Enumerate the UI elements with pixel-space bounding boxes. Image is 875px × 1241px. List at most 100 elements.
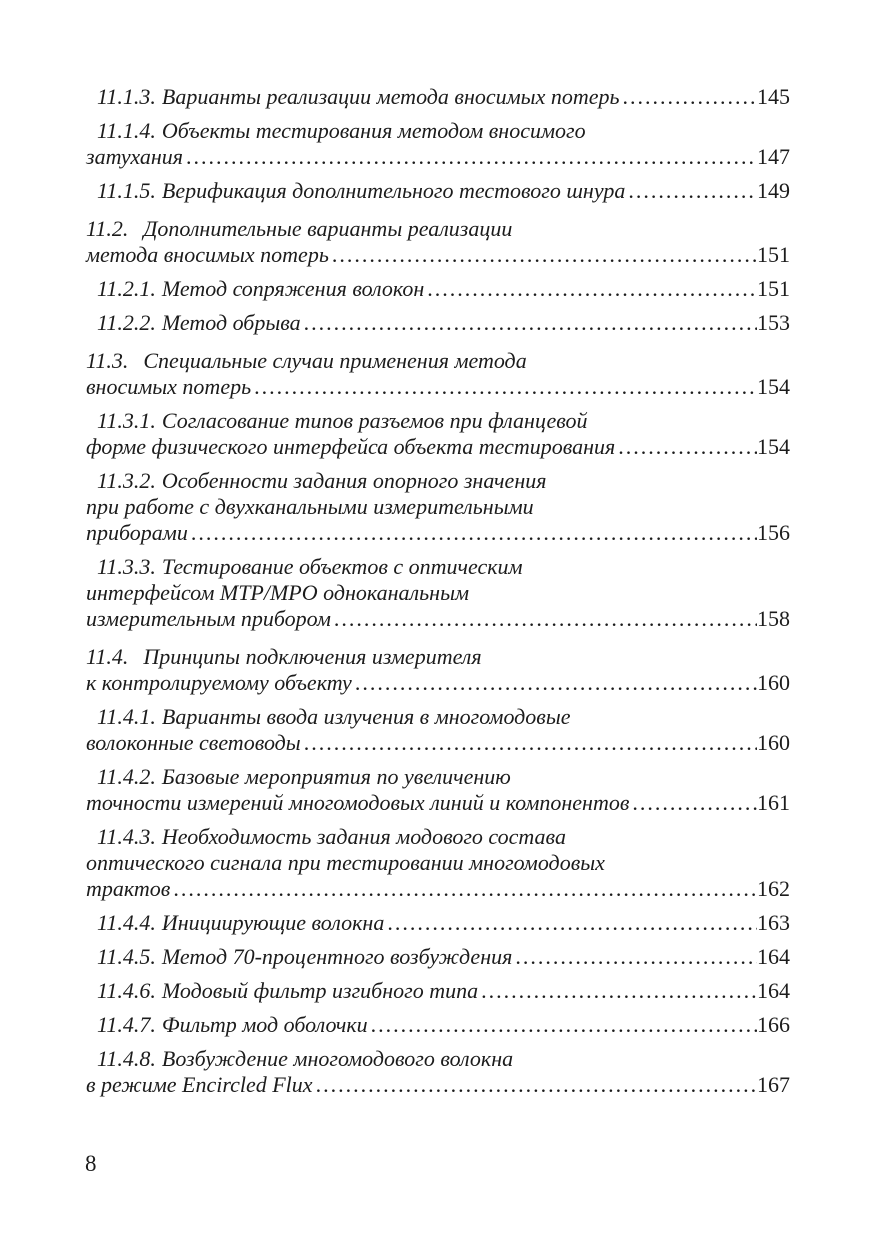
toc-entry-number: 11.2.2. (97, 310, 156, 335)
toc-entry-page: 167 (757, 1072, 790, 1097)
toc-list: 11.1.3. Варианты реализации метода вноси… (86, 84, 790, 1098)
toc-entry-title: Метод обрыва (161, 310, 301, 335)
toc-entry: 11.4.4. Инициирующие волокна 163 (86, 910, 790, 936)
toc-entry-section: 11.2. Дополнительные варианты реализации… (86, 216, 790, 268)
toc-entry-title-continued: при работе с двухканальными измерительны… (86, 494, 534, 519)
toc-entry-line: измерительным прибором 158 (86, 606, 790, 632)
toc-entry-section: 11.4. Принципы подключения измерителя к … (86, 644, 790, 696)
toc-entry-line: 11.4.4. Инициирующие волокна 163 (86, 910, 790, 936)
toc-entry-number: 11.3. (86, 348, 129, 373)
toc-entry-page: 160 (757, 670, 790, 695)
dot-leader (186, 144, 757, 170)
dot-leader (618, 434, 757, 460)
dot-leader (254, 374, 757, 400)
toc-entry-page: 147 (757, 144, 790, 169)
toc-entry-title: Объекты тестирования методом вносимого (161, 118, 586, 143)
toc-entry-line: 11.3.1. Согласование типов разъемов при … (86, 408, 790, 434)
dot-leader (304, 310, 757, 336)
toc-entry-number: 11.4.5. (97, 944, 156, 969)
toc-entry-line: 11.1.4. Объекты тестирования методом вно… (86, 118, 790, 144)
toc-entry-number: 11.3.1. (97, 408, 156, 433)
toc-entry-page: 145 (757, 84, 790, 109)
toc-entry-section: 11.3. Специальные случаи применения мето… (86, 348, 790, 400)
toc-entry-line: 11.2. Дополнительные варианты реализации (86, 216, 790, 242)
toc-entry-line: 11.4.6. Модовый фильтр изгибного типа 16… (86, 978, 790, 1004)
toc-entry-title: Особенности задания опорного значения (161, 468, 547, 493)
toc-entry-page: 151 (757, 242, 790, 267)
toc-entry-line: вносимых потерь 154 (86, 374, 790, 400)
dot-leader (355, 670, 757, 696)
toc-entry-title-continued: интерфейсом MTP/MPO одноканальным (86, 580, 470, 605)
toc-entry-page: 158 (757, 606, 790, 631)
toc-entry-line: 11.4.2. Базовые мероприятия по увеличени… (86, 764, 790, 790)
toc-entry-line: 11.2.1. Метод сопряжения волокон 151 (86, 276, 790, 302)
dot-leader (515, 944, 757, 970)
toc-entry-title-continued: измерительным прибором (86, 606, 331, 631)
toc-entry-page: 161 (757, 790, 790, 815)
toc-entry-title: Варианты реализации метода вносимых поте… (161, 84, 620, 109)
toc-entry-title-continued: метода вносимых потерь (86, 242, 329, 267)
toc-entry-title-continued: форме физического интерфейса объекта тес… (86, 434, 616, 459)
toc-entry-title: Принципы подключения измерителя (143, 644, 482, 669)
toc-entry-title: Метод сопряжения волокон (161, 276, 425, 301)
toc-entry-page: 153 (757, 310, 790, 335)
toc-entry: 11.4.7. Фильтр мод оболочки 166 (86, 1012, 790, 1038)
toc-entry-title: Возбуждение многомодового волокна (161, 1046, 514, 1071)
toc-entry: 11.3.1. Согласование типов разъемов при … (86, 408, 790, 460)
toc-entry-line: форме физического интерфейса объекта тес… (86, 434, 790, 460)
toc-entry: 11.2.2. Метод обрыва 153 (86, 310, 790, 336)
toc-entry-number: 11.4.8. (97, 1046, 156, 1071)
toc-entry-number: 11.3.2. (97, 468, 156, 493)
toc-entry-line: волоконные световоды 160 (86, 730, 790, 756)
toc-entry-number: 11.4.2. (97, 764, 156, 789)
toc-entry-title: Специальные случаи применения метода (143, 348, 527, 373)
toc-entry-line: метода вносимых потерь 151 (86, 242, 790, 268)
toc-entry: 11.2.1. Метод сопряжения волокон 151 (86, 276, 790, 302)
toc-entry: 11.4.3. Необходимость задания модового с… (86, 824, 790, 902)
toc-entry: 11.4.8. Возбуждение многомодового волокн… (86, 1046, 790, 1098)
toc-entry-line: 11.4.7. Фильтр мод оболочки 166 (86, 1012, 790, 1038)
dot-leader (628, 178, 757, 204)
toc-entry: 11.4.1. Варианты ввода излучения в много… (86, 704, 790, 756)
page-number: 8 (85, 1151, 97, 1176)
toc-entry-title-continued: затухания (86, 144, 184, 169)
toc-entry-number: 11.4.3. (97, 824, 156, 849)
dot-leader (481, 978, 757, 1004)
dot-leader (316, 1072, 757, 1098)
toc-entry-page: 151 (757, 276, 790, 301)
toc-entry: 11.4.5. Метод 70-процентного возбуждения… (86, 944, 790, 970)
toc-entry-line: 11.4.3. Необходимость задания модового с… (86, 824, 790, 850)
dot-leader (191, 520, 757, 546)
toc-entry-title: Модовый фильтр изгибного типа (161, 978, 479, 1003)
toc-entry-title: Верификация дополнительного тестового шн… (161, 178, 626, 203)
toc-entry-page: 162 (757, 876, 790, 901)
toc-entry-line: при работе с двухканальными измерительны… (86, 494, 790, 520)
toc-entry-title: Фильтр мод оболочки (161, 1012, 368, 1037)
toc-entry-title: Тестирование объектов с оптическим (161, 554, 523, 579)
toc-entry-title: Согласование типов разъемов при фланцево… (161, 408, 588, 433)
toc-entry-line: 11.4.1. Варианты ввода излучения в много… (86, 704, 790, 730)
toc-entry-page: 154 (757, 434, 790, 459)
toc-entry-title: Метод 70-процентного возбуждения (161, 944, 513, 969)
toc-entry-number: 11.1.5. (97, 178, 156, 203)
toc-entry-page: 166 (757, 1012, 790, 1037)
dot-leader (173, 876, 757, 902)
toc-entry-number: 11.4.6. (97, 978, 156, 1003)
toc-entry-number: 11.1.3. (97, 84, 156, 109)
toc-entry-line: точности измерений многомодовых линий и … (86, 790, 790, 816)
toc-entry-title-continued: точности измерений многомодовых линий и … (86, 790, 630, 815)
toc-entry-title-continued: в режиме Encircled Flux (86, 1072, 313, 1097)
toc-entry-line: оптического сигнала при тестировании мно… (86, 850, 790, 876)
toc-entry-number: 11.4.7. (97, 1012, 156, 1037)
toc-entry-line: 11.4. Принципы подключения измерителя (86, 644, 790, 670)
toc-entry: 11.1.5. Верификация дополнительного тест… (86, 178, 790, 204)
toc-entry-page: 163 (757, 910, 790, 935)
toc-entry-line: 11.1.3. Варианты реализации метода вноси… (86, 84, 790, 110)
toc-entry-title-continued: к контролируемому объекту (86, 670, 352, 695)
toc-entry-page: 154 (757, 374, 790, 399)
toc-entry-line: 11.1.5. Верификация дополнительного тест… (86, 178, 790, 204)
toc-entry-page: 149 (757, 178, 790, 203)
toc-entry-line: 11.4.8. Возбуждение многомодового волокн… (86, 1046, 790, 1072)
toc-entry-title: Дополнительные варианты реализации (143, 216, 513, 241)
toc-entry: 11.1.4. Объекты тестирования методом вно… (86, 118, 790, 170)
